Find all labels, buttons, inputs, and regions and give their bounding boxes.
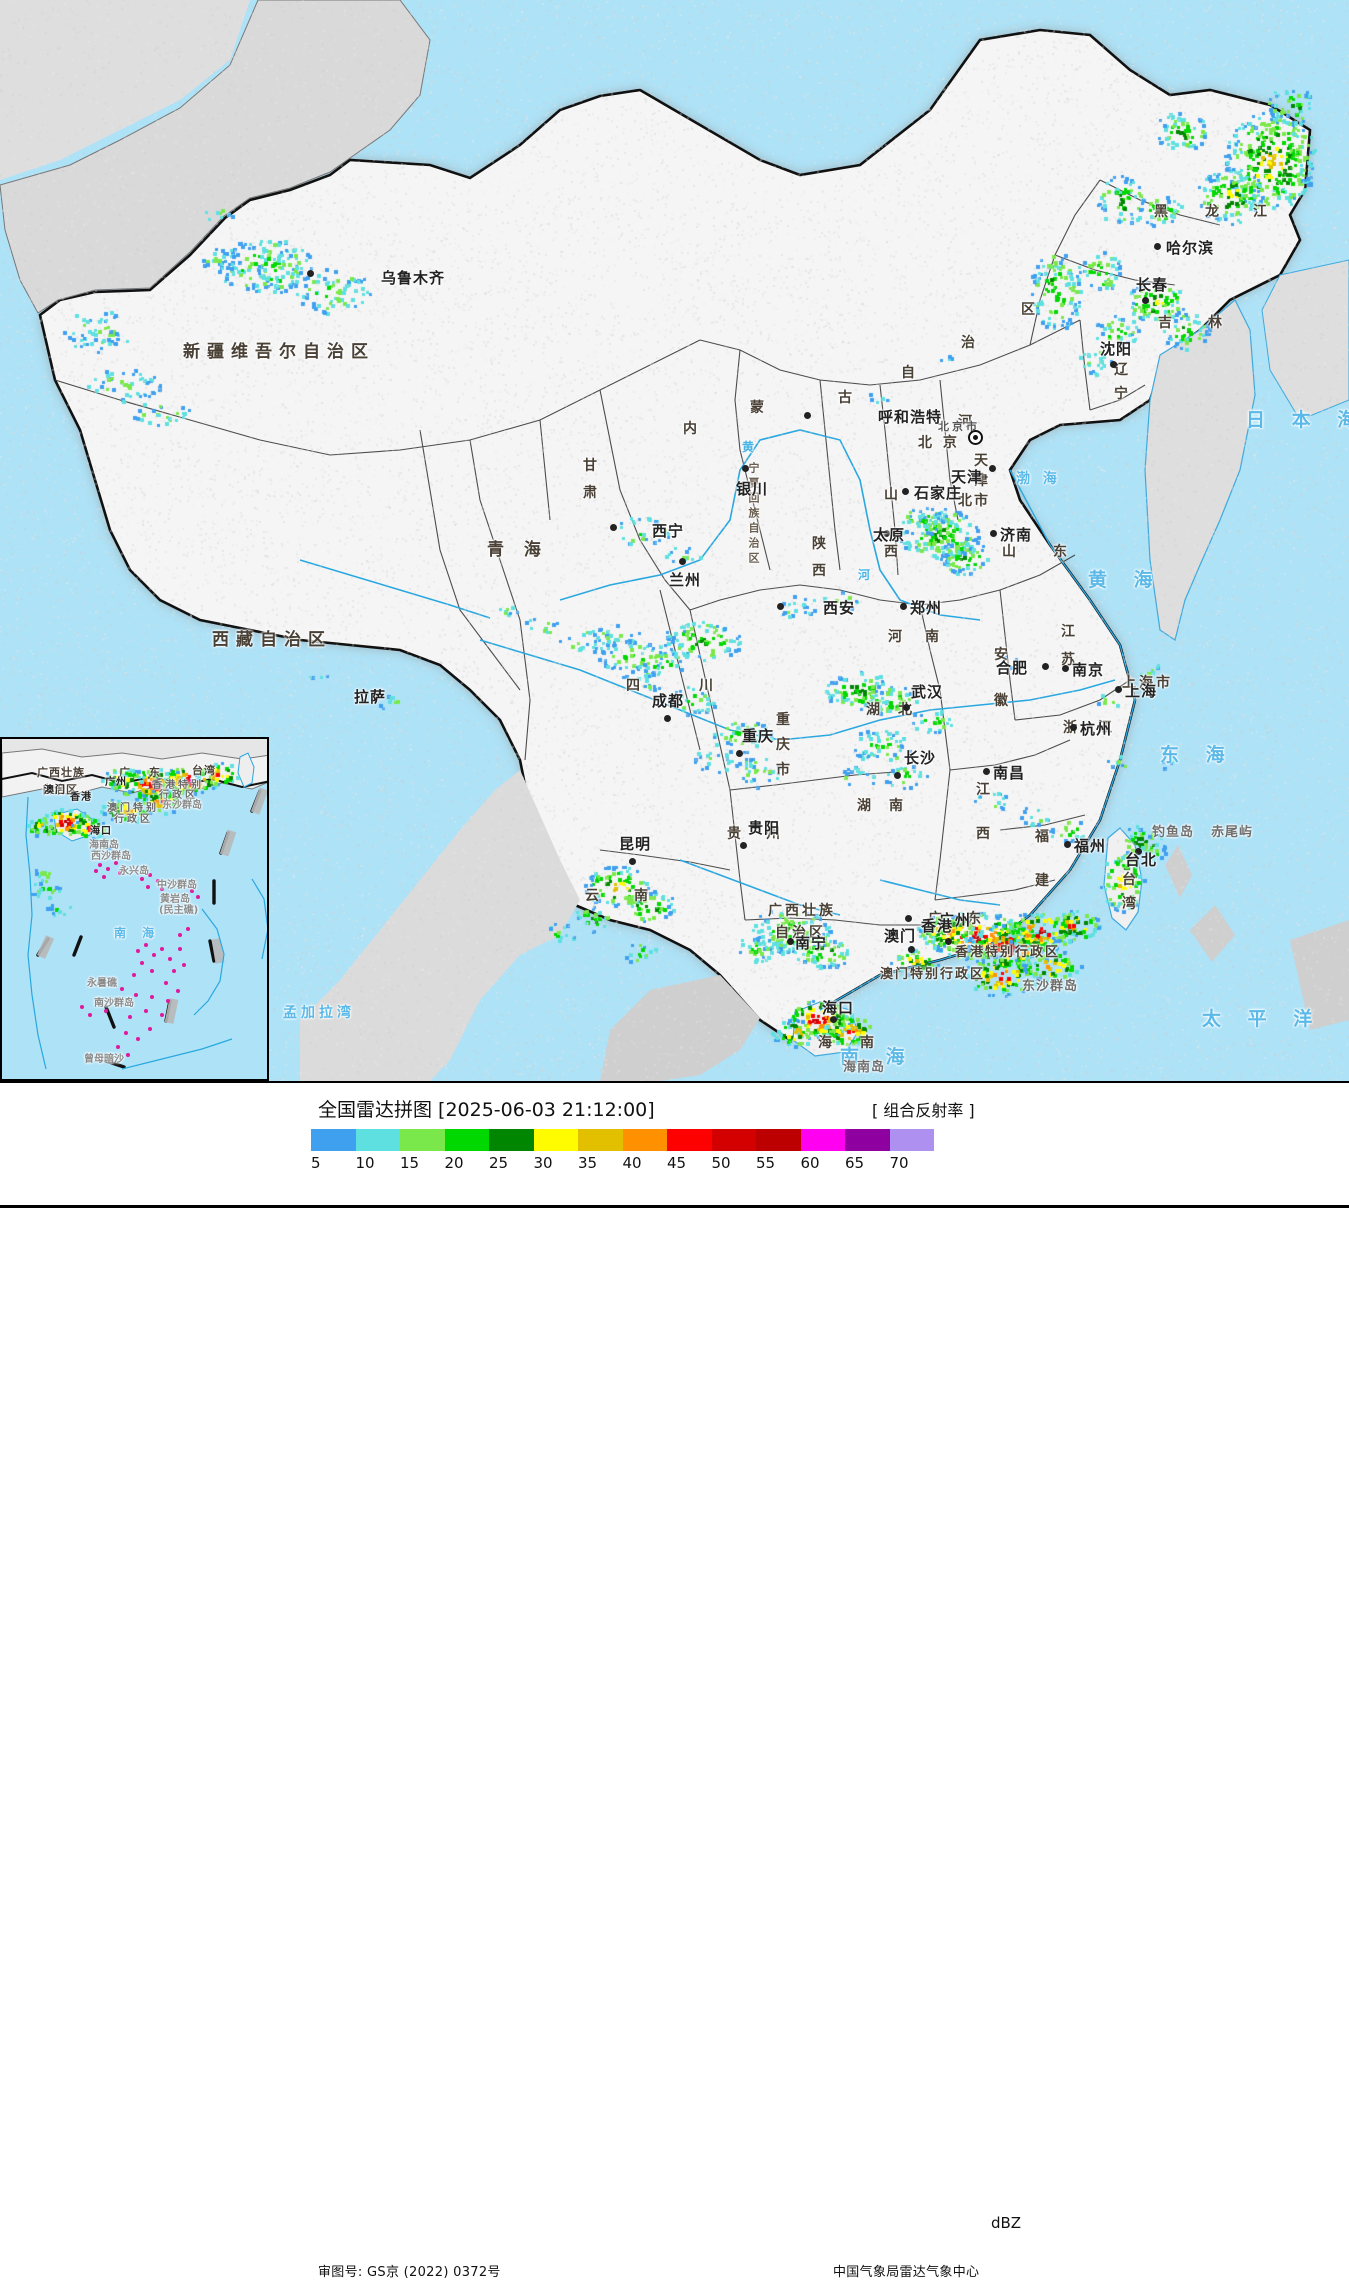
city-marker-dot (1110, 361, 1117, 368)
tick-50: 50 (711, 1154, 731, 1172)
city-marker-dot (983, 768, 990, 775)
inset-label: 广 (119, 766, 131, 779)
color-swatch-10 (355, 1129, 400, 1151)
city-marker-dot (1135, 848, 1142, 855)
approval-number: 审图号: GS京 (2022) 0372号 (318, 2265, 501, 2280)
tick-20: 20 (444, 1154, 464, 1172)
inset-label: 澳门特别 (107, 803, 159, 814)
city-marker-dot (1070, 724, 1077, 731)
city-marker-dot (740, 842, 747, 849)
tick-15: 15 (400, 1154, 420, 1172)
city-marker-dot (307, 270, 314, 277)
city-marker-dot (610, 524, 617, 531)
city-marker-dot (990, 530, 997, 537)
city-marker-dot (742, 465, 749, 472)
inset-label: 中沙群岛 (157, 880, 197, 891)
city-marker-dot (664, 715, 671, 722)
color-swatch-50 (711, 1129, 756, 1151)
color-swatch-20 (444, 1129, 489, 1151)
color-swatch-45 (667, 1129, 712, 1151)
product-type-label: [ 组合反射率 ] (872, 1101, 975, 1120)
city-marker-dot (830, 1016, 837, 1023)
south-china-sea-inset-map[interactable]: 广西壮族 自治区广东广州 澳门 香港 台湾 香港特别 行政区 澳门特别 行政区 东沙群岛 海口 海南岛… (0, 737, 269, 1081)
color-swatch-40 (622, 1129, 667, 1151)
color-swatch-55 (756, 1129, 801, 1151)
map-title: 全国雷达拼图 [2025-06-03 21:12:00] (318, 1099, 655, 1121)
color-swatch-25 (489, 1129, 534, 1151)
dbz-unit-label: dBZ (991, 2214, 1022, 2232)
source-attribution: 中国气象局雷达气象中心 (833, 2265, 980, 2280)
inset-label: 永暑礁 (87, 978, 117, 989)
tick-65: 65 (845, 1154, 865, 1172)
color-swatch-35 (578, 1129, 623, 1151)
inset-label: 广州 (105, 777, 127, 788)
inset-label: 行政区 (114, 814, 153, 825)
inset-label: 海口 (90, 826, 112, 837)
city-marker-dot (1154, 243, 1161, 250)
color-swatch-5 (311, 1129, 356, 1151)
dbz-color-scale (311, 1129, 934, 1151)
city-marker-dot (903, 704, 910, 711)
tick-35: 35 (578, 1154, 598, 1172)
inset-label: 曾母暗沙 (84, 1054, 124, 1065)
dbz-tick-labels: 5 10 15 20 25 30 35 40 45 50 55 60 65 70 (300, 1154, 1020, 1174)
city-marker-dot (989, 465, 996, 472)
inset-label: 南沙群岛 (94, 998, 134, 1009)
color-swatch-70 (889, 1129, 934, 1151)
inset-label: 香港 (70, 792, 92, 803)
city-marker-dot (1062, 665, 1069, 672)
inset-radar-echo-layer (2, 739, 267, 1079)
city-marker-dot (629, 858, 636, 865)
color-swatch-30 (533, 1129, 578, 1151)
capital-marker-beijing (968, 430, 983, 445)
tick-25: 25 (489, 1154, 509, 1172)
inset-label: 台湾 (192, 764, 216, 777)
city-marker-dot (905, 915, 912, 922)
tick-60: 60 (800, 1154, 820, 1172)
tick-45: 45 (667, 1154, 687, 1172)
inset-label: 南 海 (114, 926, 161, 940)
inset-label: 黄岩岛 (160, 894, 190, 905)
city-marker-dot (736, 750, 743, 757)
tick-55: 55 (756, 1154, 776, 1172)
color-swatch-15 (400, 1129, 445, 1151)
tick-30: 30 (533, 1154, 553, 1172)
inset-label: 永兴岛 (119, 866, 149, 877)
radar-map-canvas[interactable]: 新疆维吾尔自治区 西藏自治区青 海甘肃内蒙古自治区宁夏回族自治区陕西山西河北河南山… (0, 0, 1349, 1081)
inset-label: 自治区 (42, 783, 78, 796)
inset-label: 行政区 (159, 790, 198, 801)
city-marker-dot (1115, 686, 1122, 693)
city-marker-dot (902, 488, 909, 495)
inset-label: 澳门 (44, 785, 66, 796)
city-marker-dot (372, 691, 379, 698)
color-swatch-65 (845, 1129, 890, 1151)
inset-label: 东沙群岛 (162, 800, 202, 811)
inset-label: 广西壮族 (37, 766, 85, 779)
city-marker-dot (1042, 663, 1049, 670)
city-marker-dot (883, 530, 890, 537)
inset-label: 香港特别 (152, 780, 204, 791)
inset-label: 海南岛 (89, 840, 119, 851)
tick-5: 5 (311, 1154, 321, 1172)
city-marker-dot (787, 938, 794, 945)
city-marker-dot (894, 772, 901, 779)
city-marker-dot (945, 938, 952, 945)
color-swatch-60 (800, 1129, 845, 1151)
tick-70: 70 (889, 1154, 909, 1172)
city-marker-dot (679, 558, 686, 565)
tick-40: 40 (622, 1154, 642, 1172)
city-marker-dot (1064, 841, 1071, 848)
inset-label: 西沙群岛 (91, 851, 131, 862)
inset-label-layer: 广西壮族 自治区广东广州 澳门 香港 台湾 香港特别 行政区 澳门特别 行政区 东沙群岛 海口 海南岛… (2, 739, 267, 1079)
city-marker-dot (777, 603, 784, 610)
city-marker-dot (900, 603, 907, 610)
city-marker-dot (1142, 297, 1149, 304)
city-marker-dot (908, 946, 915, 953)
city-marker-dot (804, 412, 811, 419)
inset-label: 东 (149, 766, 161, 779)
inset-label: (民主礁) (159, 905, 199, 916)
tick-10: 10 (355, 1154, 375, 1172)
